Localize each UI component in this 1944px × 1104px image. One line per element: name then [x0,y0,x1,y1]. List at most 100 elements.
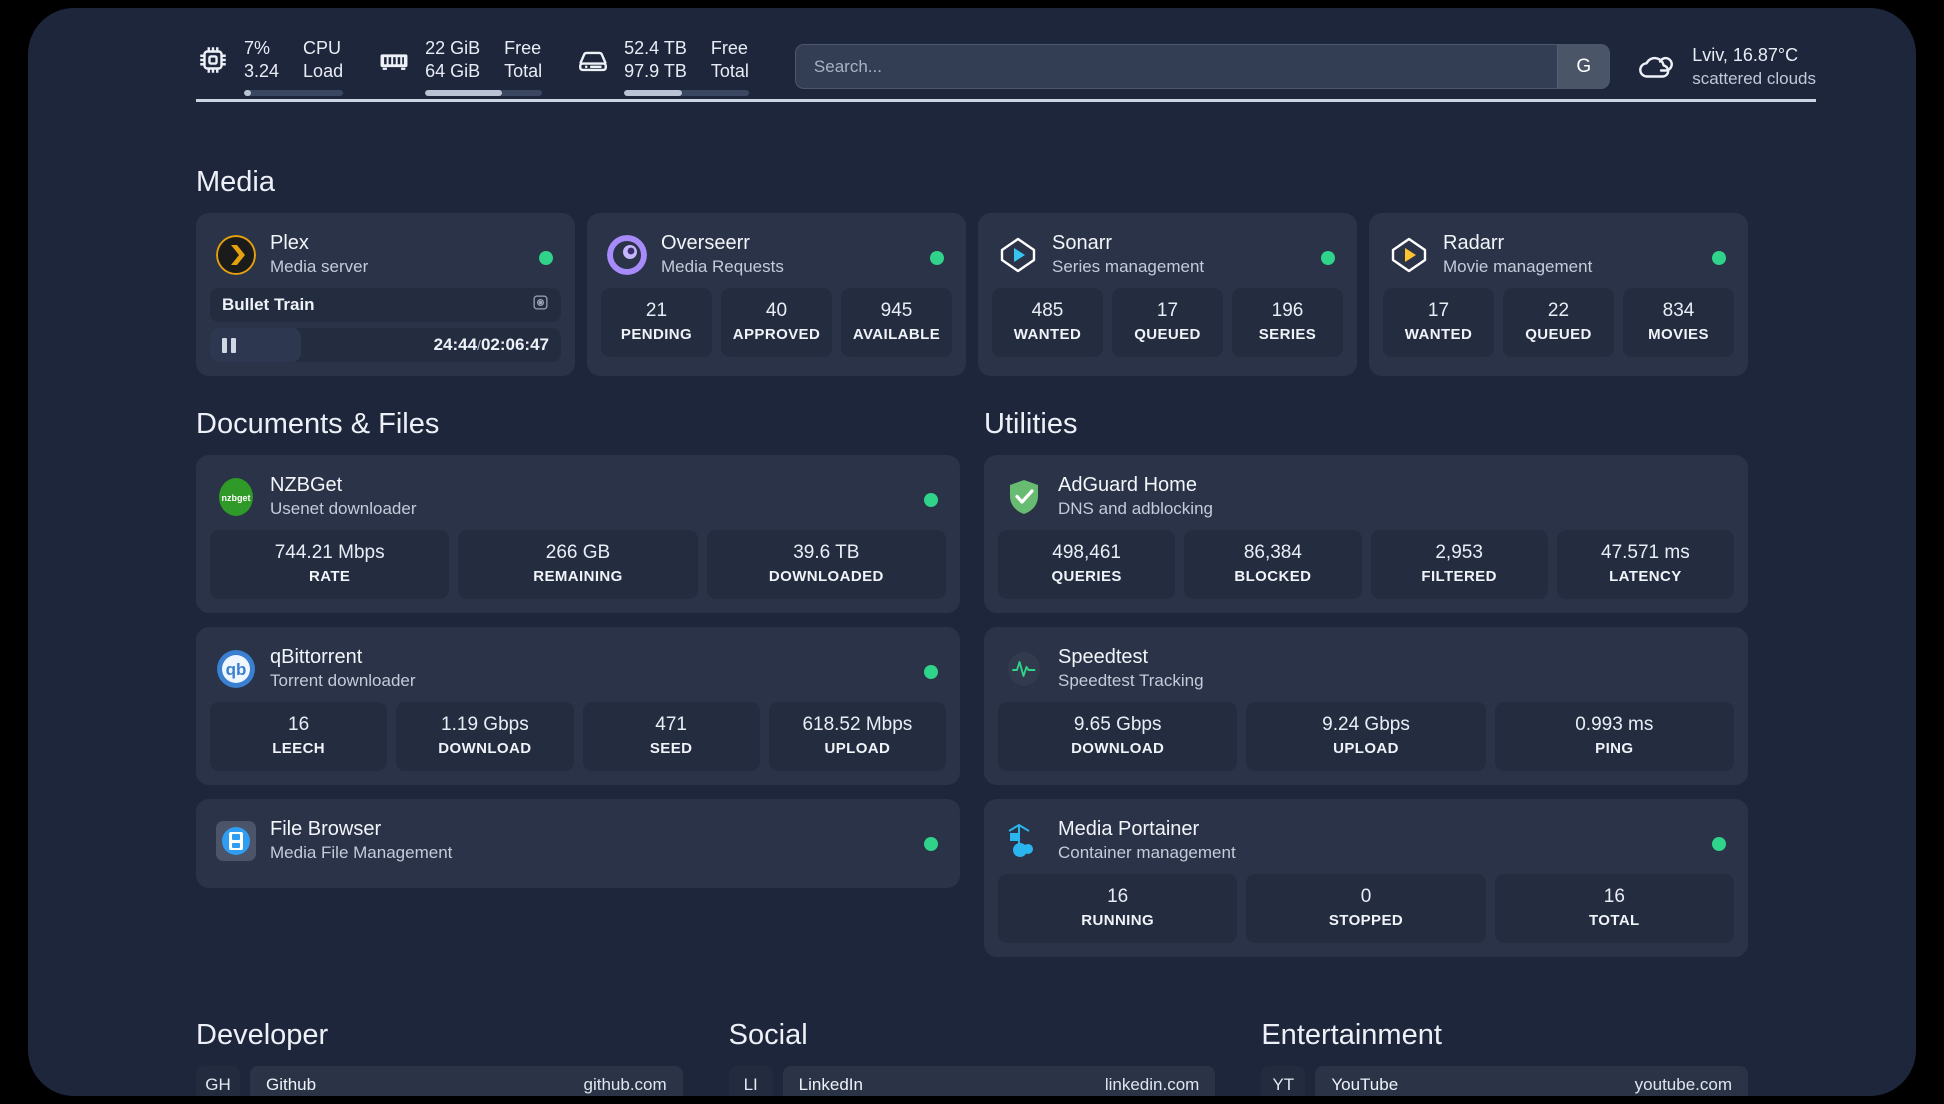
section-title-media: Media [196,166,275,198]
stat-value: 39.6 TB [793,542,860,563]
adguard-logo [1004,477,1044,517]
disk-usage-bar [624,90,749,96]
section-title-utilities: Utilities [984,408,1078,440]
stat-tile: 618.52 Mbps UPLOAD [768,702,946,771]
card-title: Media Portainer [1058,818,1200,840]
stat-label: QUEUED [1134,326,1201,343]
search-engine-button[interactable]: G [1557,45,1610,88]
plex-now-playing-row: Bullet Train [210,288,561,322]
service-card-media-portainer[interactable]: Media Portainer Container management 16 … [984,799,1748,957]
card-subtitle: Usenet downloader [270,499,417,518]
search-bar[interactable]: G [794,44,1611,89]
bookmark-group-entertainment: Entertainment YT YouTube youtube.com NF … [1261,1019,1749,1096]
stat-value: 471 [655,714,687,735]
bookmark-badge: GH [196,1066,240,1096]
bookmark-link[interactable]: YT YouTube youtube.com [1261,1066,1749,1096]
status-badge-online [924,836,938,851]
stat-label: SERIES [1258,326,1317,343]
service-card-file-browser[interactable]: File Browser Media File Management [196,799,960,888]
stat-label: DOWNLOAD [438,740,532,757]
service-card-speedtest[interactable]: Speedtest Speedtest Tracking 9.65 Gbps D… [984,627,1748,785]
stat-value: 16 [1603,886,1625,907]
stat-value: 834 [1662,300,1695,321]
bookmark-group-title: Developer [196,1019,329,1051]
stat-label: QUEUED [1525,326,1592,343]
cpu-label-bottom: Load [303,61,344,81]
stat-label: UPLOAD [1333,740,1399,757]
bookmark-link[interactable]: LI LinkedIn linkedin.com [728,1066,1216,1096]
service-card-radarr[interactable]: Radarr Movie management 17 WANTED 22 QUE… [1369,213,1748,376]
card-stats-row: 16 RUNNING 0 STOPPED 16 TOTAL [998,874,1734,943]
stat-value: 40 [765,300,788,321]
disk-label-bottom: Total [710,61,749,81]
plex-progress-bar[interactable]: 24:44/02:06:47 [210,328,561,362]
weather-widget: Lviv, 16.87°C scattered clouds [1634,44,1816,90]
card-stats-row: 498,461 QUERIES 86,384 BLOCKED 2,953 FIL… [998,530,1734,599]
hard-drive-icon [576,43,610,77]
stat-tile: 196 SERIES [1232,288,1343,357]
status-badge-online [924,664,938,679]
utilities-column: Utilities AdGuard Home DNS and adblocki [984,408,1748,957]
card-subtitle: Speedtest Tracking [1058,671,1204,690]
stat-tile: 40 APPROVED [721,288,832,357]
stat-tile: 17 QUEUED [1112,288,1223,357]
stat-label: UPLOAD [824,740,891,757]
status-badge-online [1712,250,1726,265]
card-title: NZBGet [270,474,343,496]
media-card-grid: Plex Media server Bullet Train [196,213,1748,376]
stat-tile: 2,953 FILTERED [1370,530,1548,599]
stat-tile: 16 RUNNING [998,874,1238,943]
portainer-logo [1004,821,1044,861]
status-badge-online [930,250,944,265]
section-title-documents: Documents & Files [196,408,440,440]
filebrowser-logo [216,820,256,861]
stat-value: 16 [288,714,310,735]
cpu-stat-group: 7% 3.24 CPU Load [196,37,344,96]
svg-text:qb: qb [226,660,247,679]
stat-tile: 86,384 BLOCKED [1184,530,1362,599]
memory-label-bottom: Total [504,61,543,81]
bookmark-url: linkedin.com [1104,1075,1200,1094]
card-subtitle: Movie management [1443,257,1593,276]
plex-duration: 02:06:47 [480,335,549,354]
card-stats-row: 21 PENDING 40 APPROVED 945 AVAILABLE [601,288,952,357]
stat-tile: 16 LEECH [210,702,388,771]
weather-location-temp: Lviv, 16.87°C [1692,44,1799,65]
bookmark-link[interactable]: GH Github github.com [196,1066,683,1096]
disk-total-value: 97.9 TB [624,61,687,81]
search-input[interactable] [795,45,1558,88]
stat-value: 485 [1031,300,1064,321]
bookmark-group-developer: Developer GH Github github.com SO StackO… [196,1019,683,1096]
stat-value: 945 [880,300,913,321]
weather-condition: scattered clouds [1692,68,1816,88]
service-card-adguard-home[interactable]: AdGuard Home DNS and adblocking 498,461 … [984,455,1748,613]
pause-icon[interactable] [222,337,236,353]
stat-tile: 9.65 Gbps DOWNLOAD [998,702,1238,771]
stat-tile: 47.571 ms LATENCY [1556,530,1734,599]
service-card-nzbget[interactable]: nzbget NZBGet Usenet downloader 744.21 M… [196,455,960,613]
service-card-qbittorrent[interactable]: qb qBittorrent Torrent downloader 16 LEE… [196,627,960,785]
bookmark-group-social: Social LI LinkedIn linkedin.com TW Twitt… [728,1019,1216,1096]
bookmark-name: LinkedIn [798,1075,863,1094]
card-title: Speedtest [1058,646,1149,668]
stat-label: QUERIES [1051,568,1122,585]
stat-label: RATE [309,568,351,585]
stat-value: 2,953 [1435,542,1483,563]
stat-label: DOWNLOAD [1071,740,1165,757]
disk-stat-group: 52.4 TB 97.9 TB Free Total [576,37,749,96]
stat-tile: 744.21 Mbps RATE [210,530,450,599]
card-stats-row: 17 WANTED 22 QUEUED 834 MOVIES [1383,288,1734,357]
card-subtitle: DNS and adblocking [1058,499,1213,518]
card-subtitle: Media File Management [270,843,453,862]
service-card-overseerr[interactable]: Overseerr Media Requests 21 PENDING 40 A… [587,213,966,376]
service-card-sonarr[interactable]: Sonarr Series management 485 WANTED 17 Q… [978,213,1357,376]
stat-tile: 16 TOTAL [1494,874,1734,943]
stat-tile: 0 STOPPED [1246,874,1486,943]
bookmark-badge: YT [1261,1066,1306,1096]
service-card-plex[interactable]: Plex Media server Bullet Train [196,213,575,376]
status-badge-online [1712,836,1726,851]
status-badge-online [924,492,938,507]
stat-value: 744.21 Mbps [274,542,385,563]
settings-icon[interactable] [532,294,549,316]
bookmark-group-title: Entertainment [1261,1019,1442,1051]
